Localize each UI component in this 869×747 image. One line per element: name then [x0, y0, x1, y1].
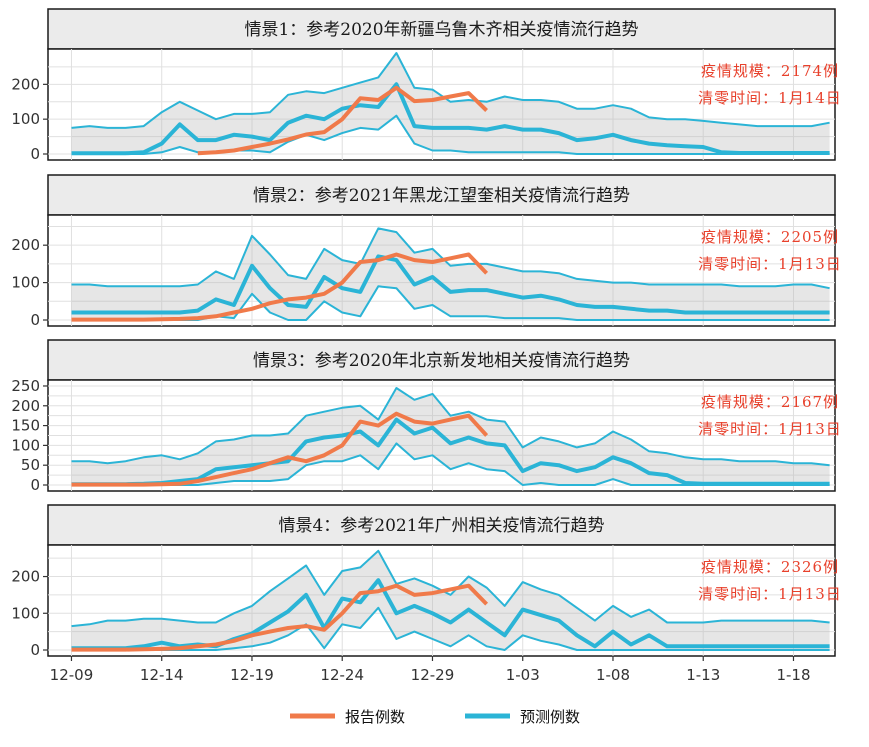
clearance-time-annotation: 清零时间：1月13日 — [698, 420, 842, 438]
clearance-time-annotation: 清零时间：1月14日 — [698, 89, 842, 107]
prediction-lower-line — [71, 606, 830, 651]
panel-strip — [47, 8, 836, 50]
prediction-mean-line — [71, 254, 830, 315]
epidemic-scale-annotation: 疫情规模：2167例 — [701, 393, 839, 411]
panel-title: 情景1：参考2020年新疆乌鲁木齐相关疫情流行趋势 — [244, 20, 638, 40]
plot-area — [47, 544, 836, 657]
prediction-upper-line — [71, 387, 830, 467]
panel-3: 情景3：参考2020年北京新发地相关疫情流行趋势050100150200250疫… — [11, 339, 842, 494]
panel-1: 情景1：参考2020年新疆乌鲁木齐相关疫情流行趋势 0 100 200 疫情规模：217… — [11, 8, 842, 163]
prediction-upper-line — [71, 549, 830, 628]
legend-label: 报告例数 — [345, 708, 405, 726]
panel-strip — [47, 504, 836, 546]
y-tick-label: 50 — [21, 456, 40, 474]
x-tick-label: 1-08 — [596, 666, 630, 684]
y-tick-label: 200 — [11, 397, 40, 415]
x-axis: 12-09 12-14 12-19 12-24 12-29 1-03 1-08 1-13 1-1… — [50, 656, 811, 684]
reported-line — [71, 252, 489, 322]
panel-strip — [47, 174, 836, 216]
gridlines — [48, 49, 835, 160]
x-tick-label: 1-13 — [686, 666, 720, 684]
y-tick-label: 100 — [11, 110, 40, 128]
x-tick-label: 12-09 — [50, 666, 94, 684]
panel-4: 情景4：参考2021年广州相关疫情流行趋势 0 100 200 疫情规模：2326例清零… — [11, 504, 842, 659]
y-tick-label: 0 — [30, 476, 40, 494]
x-tick-label: 12-24 — [320, 666, 364, 684]
epidemic-scale-annotation: 疫情规模：2205例 — [701, 228, 839, 246]
x-tick-label: 12-19 — [230, 666, 274, 684]
y-tick-label: 0 — [30, 641, 40, 659]
x-tick-label: 12-29 — [411, 666, 455, 684]
x-tick-label: 1-18 — [776, 666, 810, 684]
prediction-band — [71, 550, 830, 650]
y-tick-label: 100 — [11, 604, 40, 622]
panel-title: 情景2：参考2021年黑龙江望奎相关疫情流行趋势 — [253, 186, 630, 206]
panel-2: 情景2：参考2021年黑龙江望奎相关疫情流行趋势 0 100 200 疫情规模：2205… — [11, 174, 842, 329]
panel-title: 情景4：参考2021年广州相关疫情流行趋势 — [278, 516, 604, 536]
legend: 报告例数 预测例数 — [290, 708, 580, 726]
panel-title: 情景3：参考2020年北京新发地相关疫情流行趋势 — [253, 351, 630, 371]
y-tick-label: 200 — [11, 75, 40, 93]
x-tick-label: 12-14 — [140, 666, 184, 684]
prediction-band — [71, 388, 830, 485]
y-tick-label: 0 — [30, 311, 40, 329]
prediction-mean-line — [71, 82, 830, 156]
y-tick-label: 200 — [11, 568, 40, 586]
prediction-band — [71, 228, 830, 320]
plot-area — [47, 214, 836, 327]
prediction-upper-line — [71, 227, 830, 290]
clearance-time-annotation: 清零时间：1月13日 — [698, 255, 842, 273]
reported-line — [197, 85, 488, 156]
legend-label: 预测例数 — [520, 708, 580, 726]
y-tick-label: 250 — [11, 377, 40, 395]
prediction-band — [71, 53, 830, 154]
reported-line — [71, 411, 489, 487]
y-tick-label: 0 — [30, 145, 40, 163]
epidemic-scale-annotation: 疫情规模：2326例 — [701, 558, 839, 576]
panel-strip — [47, 339, 836, 381]
plot-area — [47, 48, 836, 161]
y-tick-label: 100 — [11, 274, 40, 292]
x-tick-label: 1-03 — [506, 666, 540, 684]
y-tick-label: 200 — [11, 236, 40, 254]
y-tick-label: 100 — [11, 436, 40, 454]
epidemic-scale-annotation: 疫情规模：2174例 — [701, 62, 839, 80]
prediction-upper-line — [71, 52, 830, 129]
clearance-time-annotation: 清零时间：1月13日 — [698, 585, 842, 603]
reported-line — [71, 583, 489, 652]
y-tick-label: 150 — [11, 417, 40, 435]
